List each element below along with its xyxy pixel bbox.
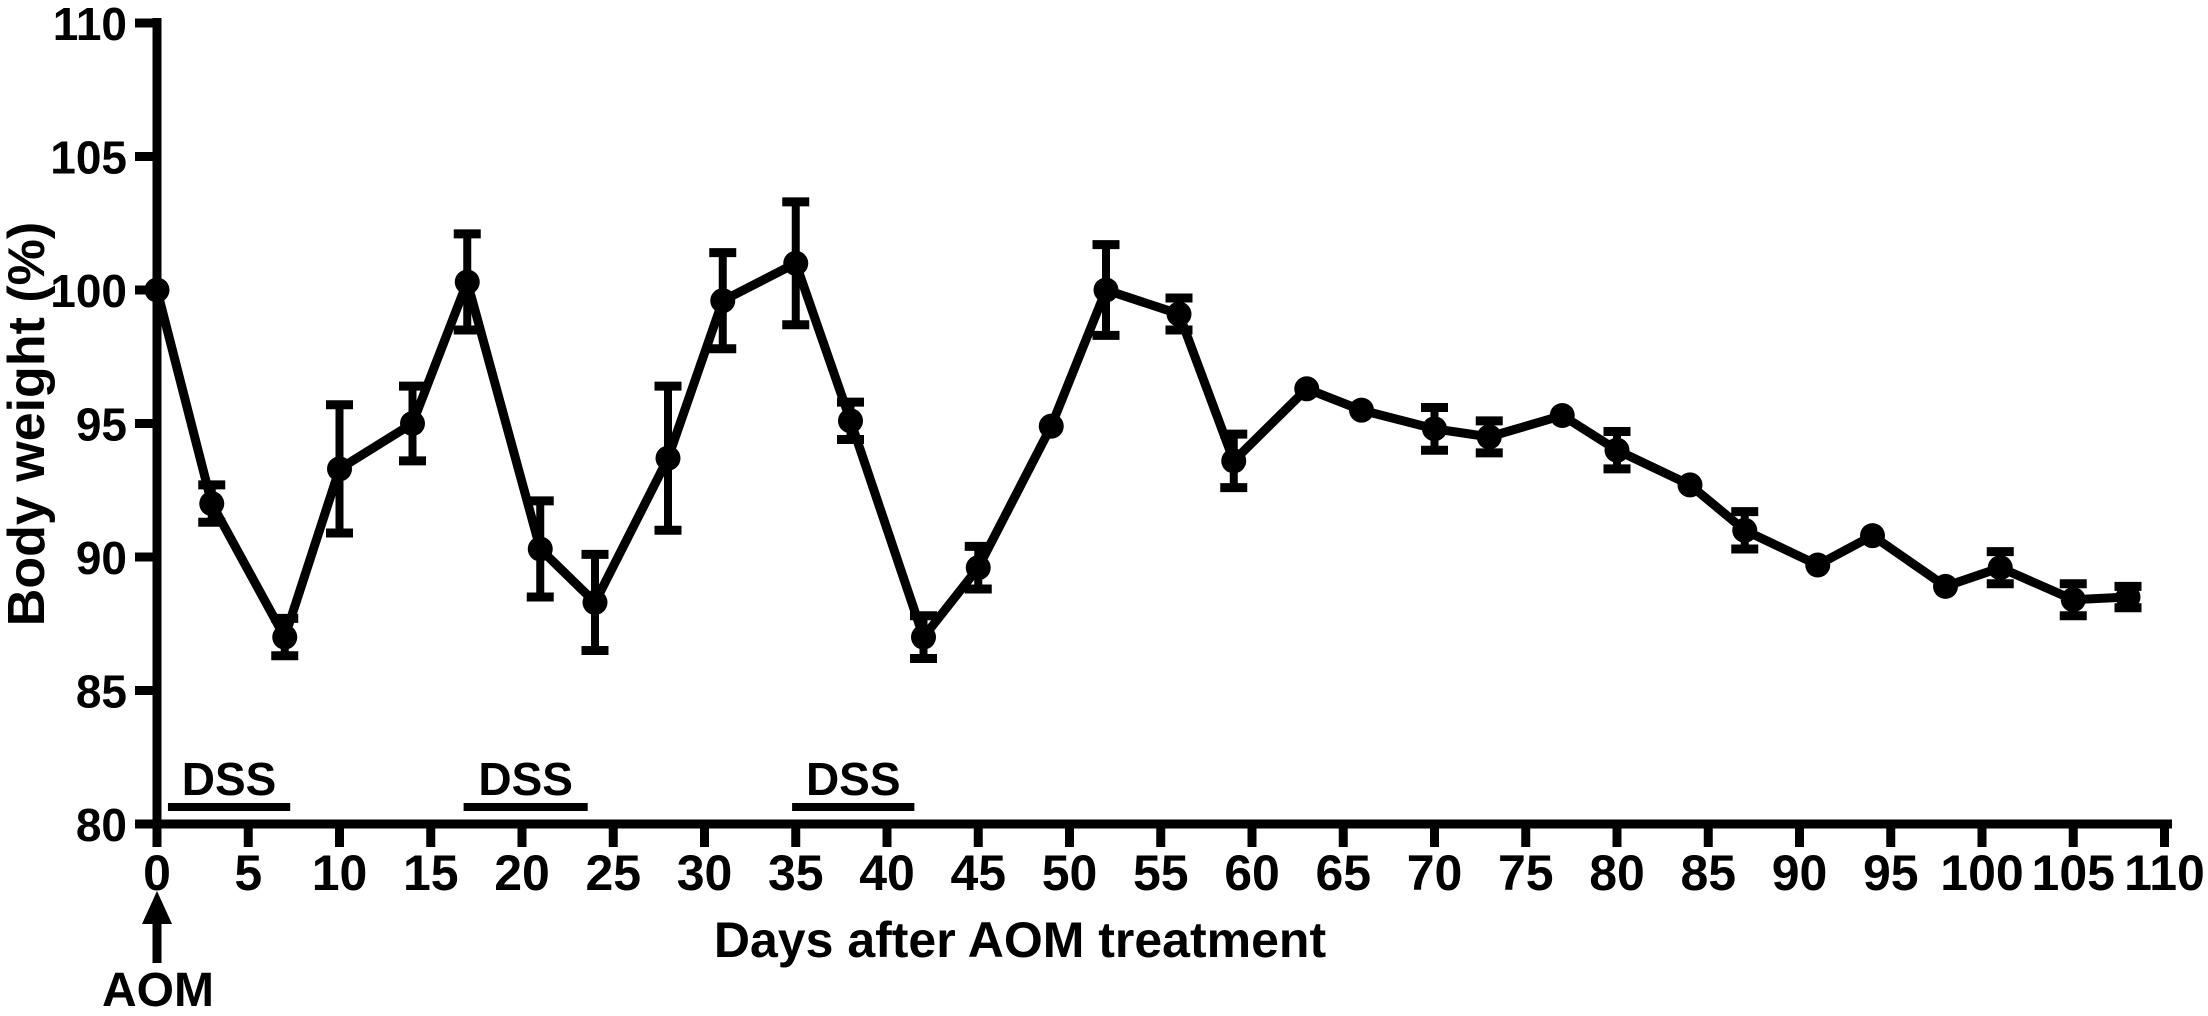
x-tick-label: 55 bbox=[1133, 845, 1189, 901]
x-tick-label: 60 bbox=[1224, 845, 1280, 901]
x-tick-label: 110 bbox=[2124, 845, 2205, 901]
data-point bbox=[1422, 416, 1447, 442]
y-tick-label: 80 bbox=[76, 799, 127, 851]
aom-annotation bbox=[142, 891, 172, 963]
x-tick-label: 40 bbox=[859, 845, 915, 901]
y-tick-label: 105 bbox=[50, 132, 127, 184]
data-point bbox=[272, 624, 298, 650]
data-point bbox=[1093, 277, 1119, 303]
data-point bbox=[2060, 587, 2086, 613]
aom-label: AOM bbox=[102, 964, 214, 1016]
data-points bbox=[144, 250, 2141, 650]
data-point bbox=[965, 555, 991, 581]
x-tick-label: 70 bbox=[1407, 845, 1463, 901]
data-point bbox=[327, 456, 352, 482]
x-tick-label: 80 bbox=[1589, 845, 1645, 901]
data-point bbox=[2115, 584, 2141, 610]
data-point bbox=[144, 277, 170, 303]
y-axis: 80 85 90 95 100 105 110 bbox=[50, 0, 162, 851]
error-bars bbox=[198, 197, 2142, 663]
data-point bbox=[582, 589, 608, 615]
x-tick-label: 90 bbox=[1772, 845, 1828, 901]
data-point bbox=[1604, 437, 1630, 463]
data-point bbox=[838, 408, 863, 434]
data-point bbox=[1860, 523, 1885, 549]
x-tick-label: 45 bbox=[950, 845, 1006, 901]
dss-label: DSS bbox=[478, 753, 573, 805]
data-point bbox=[454, 269, 480, 295]
data-point bbox=[1805, 552, 1831, 578]
data-point bbox=[911, 624, 936, 650]
x-tick-label: 30 bbox=[677, 845, 733, 901]
y-tick-label: 85 bbox=[76, 666, 127, 718]
data-point bbox=[710, 288, 736, 314]
data-point bbox=[1349, 397, 1374, 423]
x-tick-label: 65 bbox=[1315, 845, 1371, 901]
dss-label: DSS bbox=[806, 753, 901, 805]
data-point bbox=[1677, 472, 1703, 498]
x-tick-label: 25 bbox=[585, 845, 641, 901]
data-point bbox=[655, 445, 681, 471]
y-tick-label: 110 bbox=[53, 0, 127, 50]
y-tick-label: 95 bbox=[76, 399, 127, 451]
x-tick-label: 5 bbox=[234, 845, 262, 901]
x-tick-label: 100 bbox=[1940, 845, 2023, 901]
data-point bbox=[1987, 555, 2013, 581]
x-tick-label: 105 bbox=[2032, 845, 2115, 901]
x-tick-label: 75 bbox=[1498, 845, 1554, 901]
data-point bbox=[1294, 376, 1320, 402]
series-polyline bbox=[152, 256, 2129, 649]
x-tick-label: 20 bbox=[494, 845, 550, 901]
aom-arrow-head bbox=[142, 891, 172, 924]
x-tick-label: 95 bbox=[1863, 845, 1919, 901]
data-point bbox=[1476, 424, 1502, 450]
series-line bbox=[152, 256, 2129, 649]
x-tick-label: 10 bbox=[312, 845, 368, 901]
x-axis-title: Days after AOM treatment bbox=[714, 912, 1327, 968]
data-point bbox=[1221, 448, 1247, 474]
x-tick-label: 35 bbox=[768, 845, 824, 901]
data-point bbox=[1933, 573, 1958, 599]
x-tick-label: 15 bbox=[403, 845, 459, 901]
y-tick-label: 90 bbox=[76, 532, 127, 584]
data-point bbox=[1549, 402, 1575, 428]
y-axis-title: Body weight (%) bbox=[0, 222, 56, 626]
x-tick-label: 85 bbox=[1680, 845, 1736, 901]
data-point bbox=[1038, 413, 1064, 439]
x-tick-label: 50 bbox=[1042, 845, 1098, 901]
data-point bbox=[199, 491, 225, 517]
data-point bbox=[527, 536, 553, 562]
data-point bbox=[1166, 301, 1192, 327]
data-point bbox=[1732, 517, 1758, 543]
dss-annotations: DSS DSS DSS bbox=[167, 753, 915, 811]
x-axis: 0 5 10 15 20 25 30 35 40 45 50 55 60 65 70 75 80 85 90 95 10… bbox=[143, 819, 2205, 901]
y-tick-label: 100 bbox=[50, 265, 127, 317]
data-point bbox=[400, 411, 425, 436]
dss-label: DSS bbox=[182, 753, 277, 805]
data-point bbox=[783, 250, 809, 276]
